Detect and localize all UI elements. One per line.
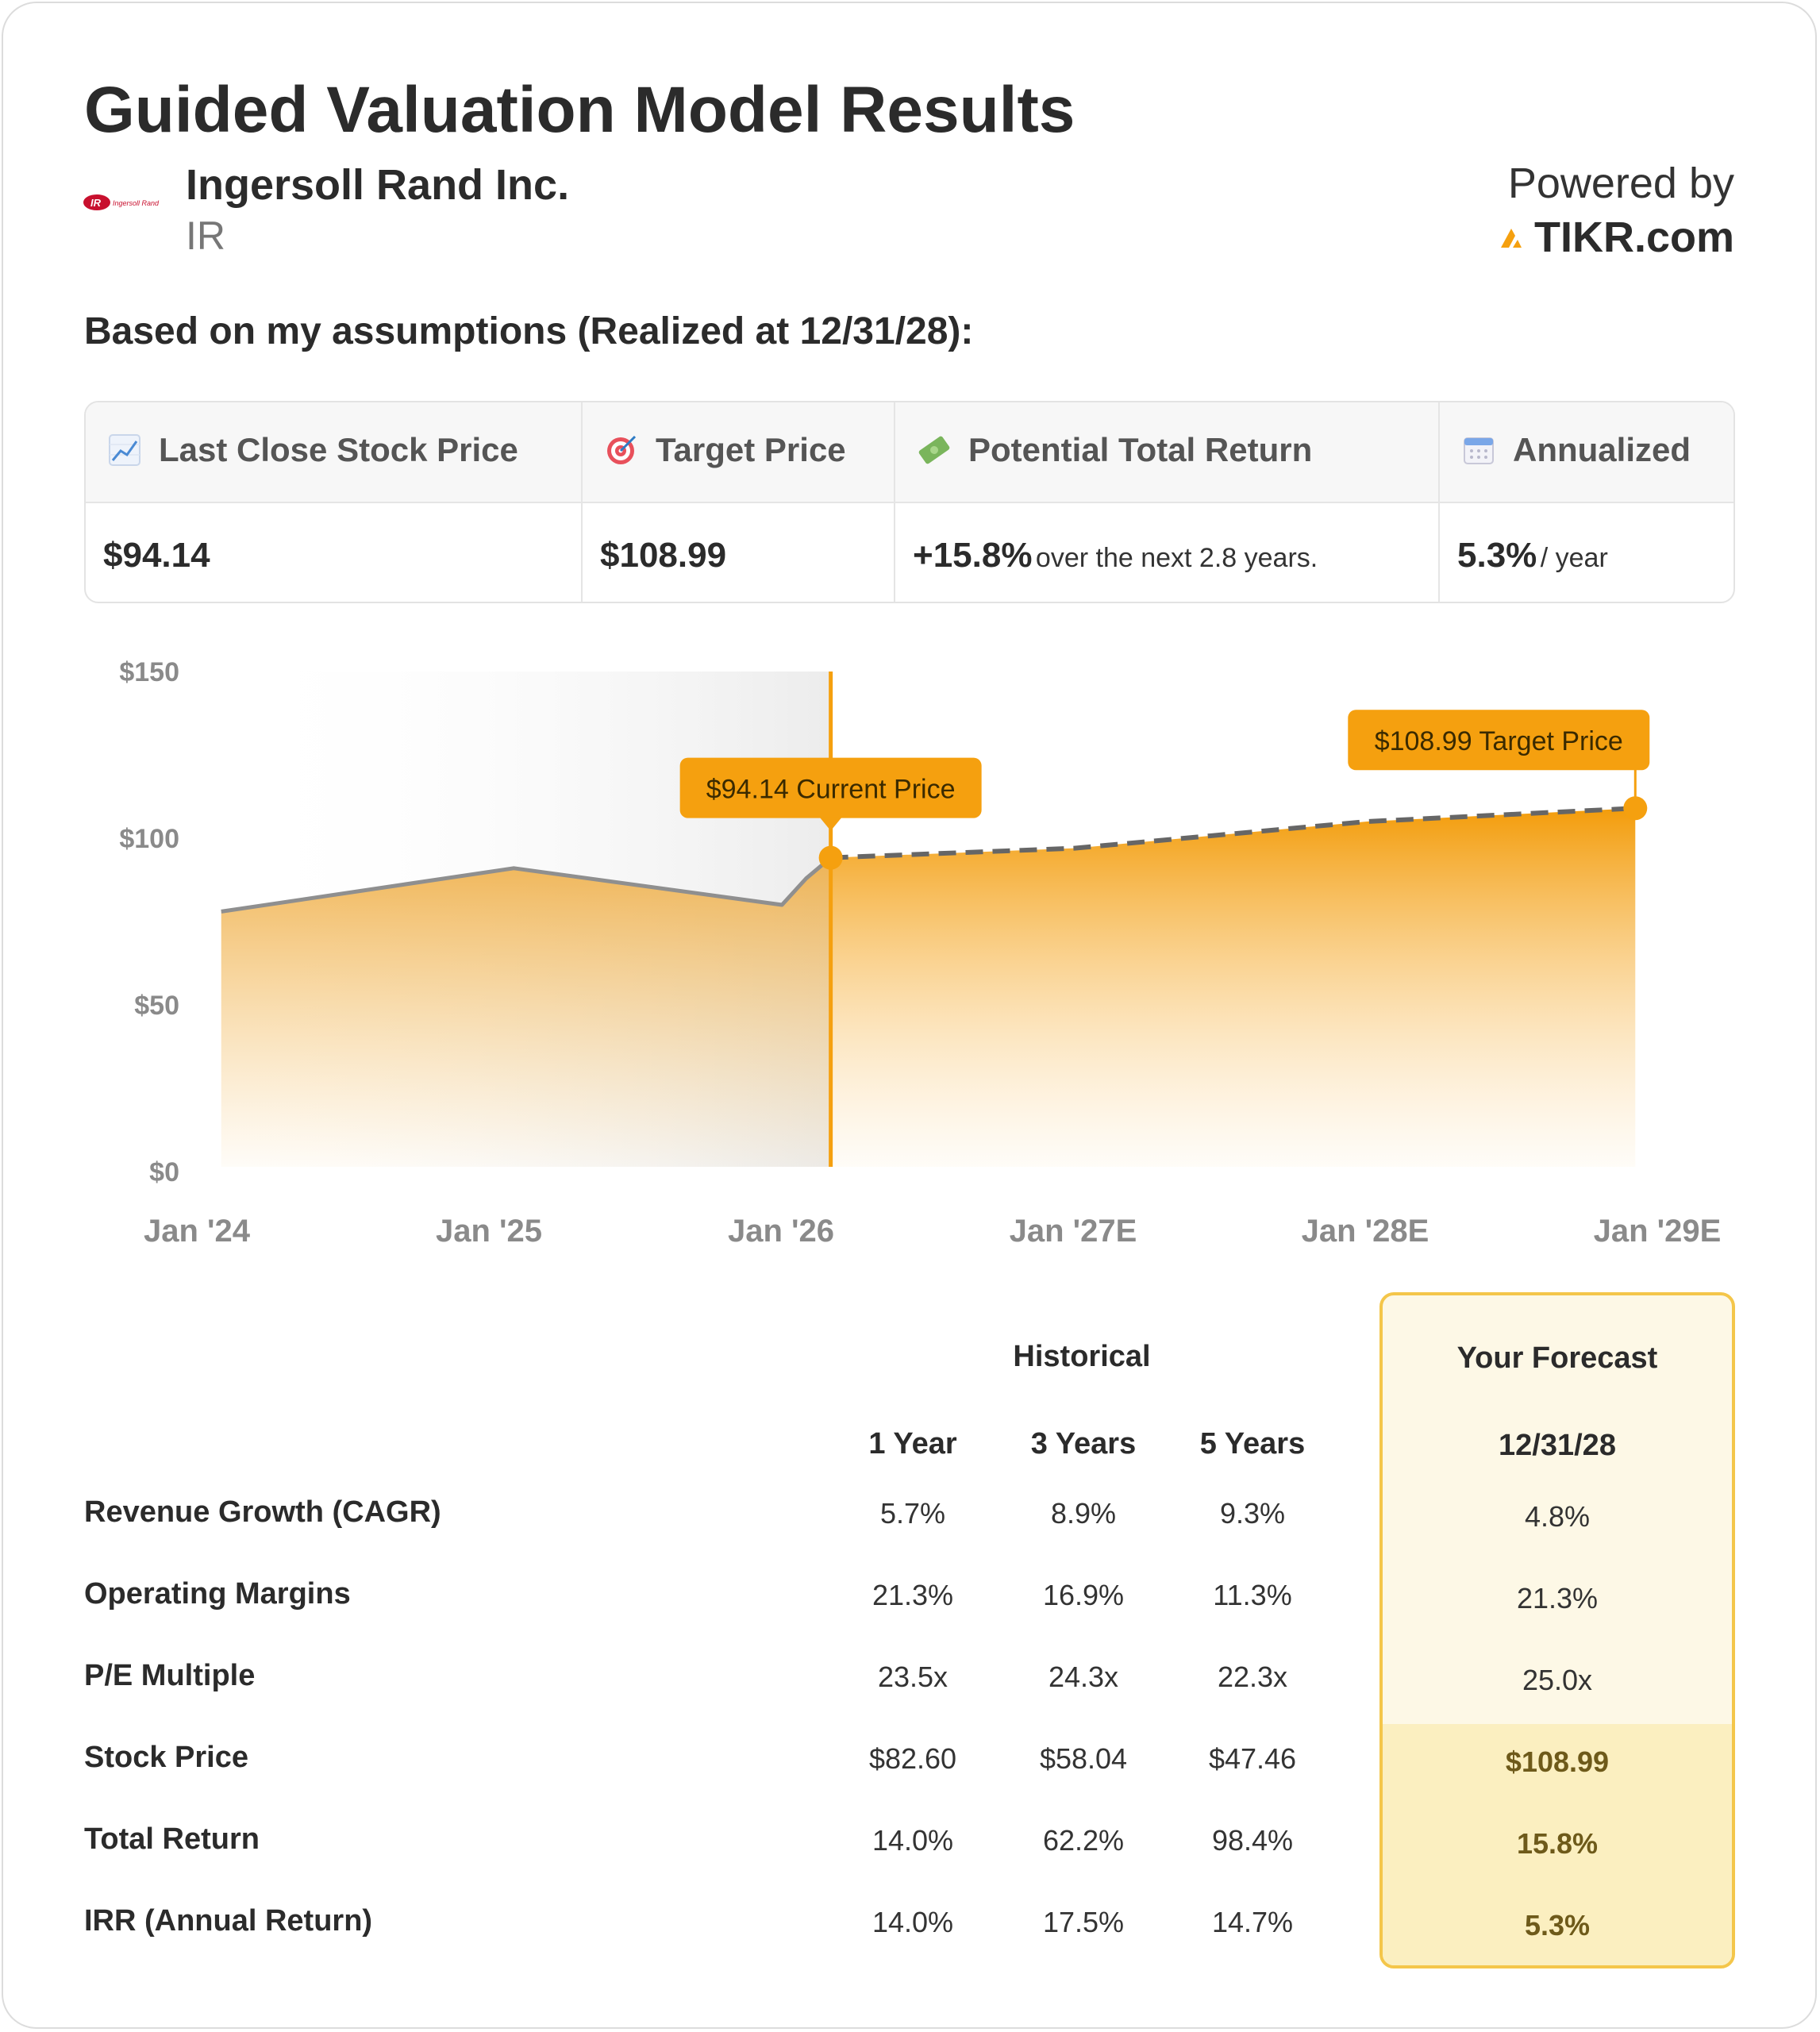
x-tick-label: Jan '25 <box>436 1214 542 1249</box>
brand-name: TIKR.com <box>1533 214 1734 261</box>
row-value-1y: 14.0% <box>872 1906 954 1938</box>
historical-title: Historical <box>1013 1340 1151 1373</box>
row-value-5y: 9.3% <box>1219 1497 1286 1530</box>
summary-col-annualized: Annualized 5.3% / year <box>1438 402 1733 602</box>
page-title: Guided Valuation Model Results <box>84 74 1075 146</box>
row-label: Total Return <box>84 1822 260 1856</box>
row-forecast: 21.3% <box>1516 1582 1599 1614</box>
period-header-1y: 1 Year <box>868 1427 957 1460</box>
metrics-table: Historical Your Forecast 1 Year 3 Years … <box>0 1286 1820 2000</box>
row-forecast: 15.8% <box>1516 1827 1599 1860</box>
x-tick-label: Jan '27E <box>1010 1214 1137 1249</box>
row-label: P/E Multiple <box>84 1659 256 1692</box>
target-price-label-bg <box>1348 710 1650 771</box>
svg-text:IR: IR <box>90 197 102 209</box>
y-tick-label: $100 <box>119 824 179 854</box>
brand-link[interactable]: TIKR.com <box>1498 213 1734 262</box>
tikr-logo-icon <box>1500 229 1522 248</box>
row-value-5y: 14.7% <box>1211 1906 1294 1938</box>
row-value-3y: 62.2% <box>1042 1824 1125 1857</box>
svg-text:Ingersoll Rand: Ingersoll Rand <box>113 199 160 207</box>
row-value-5y: 98.4% <box>1211 1824 1294 1857</box>
target-price-label: $108.99 Target Price <box>1375 726 1623 756</box>
forecast-highlight-band <box>1383 1724 1732 1965</box>
summary-col-total-return: Potential Total Return +15.8% over the n… <box>894 402 1438 602</box>
target-price-value: $108.99 <box>600 536 727 575</box>
current-price-label-pointer <box>819 817 842 831</box>
row-value-1y: 14.0% <box>872 1824 954 1857</box>
row-value-1y: 23.5x <box>877 1661 948 1693</box>
period-header-3y: 3 Years <box>1030 1427 1137 1460</box>
summary-header-total-return: Potential Total Return <box>918 431 1312 469</box>
row-value-3y: 8.9% <box>1050 1497 1117 1530</box>
row-value-5y: 11.3% <box>1213 1579 1292 1611</box>
current-price-label: $94.14 Current Price <box>706 775 956 805</box>
y-tick-label: $0 <box>149 1157 179 1187</box>
summary-header-last-close: Last Close Stock Price <box>108 431 518 469</box>
company-logo: IR Ingersoll Rand <box>83 190 167 214</box>
y-tick-label: $50 <box>134 991 179 1021</box>
price-chart: $0 $50 $100 $150 Jan '24 Jan '25 Jan '26 Jan '2… <box>119 657 1722 1249</box>
target-icon <box>607 435 637 464</box>
current-price-label-bg <box>679 757 982 818</box>
row-value-3y: $58.04 <box>1039 1742 1128 1775</box>
forecast-column-box <box>1379 1292 1735 1968</box>
assumptions-subtitle: Based on my assumptions (Realized at 12/… <box>84 310 974 352</box>
row-value-5y: $47.46 <box>1208 1742 1297 1775</box>
row-label: Revenue Growth (CAGR) <box>84 1495 441 1529</box>
period-header-5y: 5 Years <box>1199 1427 1306 1460</box>
total-return-value: +15.8% over the next 2.8 years. <box>913 536 1318 575</box>
forecast-area <box>830 808 1636 1167</box>
row-forecast: 4.8% <box>1524 1500 1591 1533</box>
row-value-3y: 17.5% <box>1042 1906 1125 1938</box>
row-label: Stock Price <box>84 1741 248 1774</box>
company-name: Ingersoll Rand Inc. <box>186 161 570 209</box>
row-forecast: 25.0x <box>1522 1664 1593 1696</box>
current-price-point <box>818 845 843 870</box>
company-ticker: IR <box>186 214 225 258</box>
summary-table: Last Close Stock Price $94.14 Target Pri… <box>84 401 1735 603</box>
historical-price-line <box>221 856 833 914</box>
x-tick-label: Jan '26 <box>728 1214 834 1249</box>
forecast-price-line <box>830 806 1636 860</box>
money-icon <box>918 436 950 464</box>
powered-by-label: Powered by <box>1507 160 1734 207</box>
row-value-1y: 21.3% <box>872 1579 954 1611</box>
summary-header-row <box>86 402 1733 503</box>
row-label: IRR (Annual Return) <box>84 1904 373 1938</box>
chart-up-icon <box>109 434 140 466</box>
historical-area <box>221 857 831 1167</box>
summary-header-annualized: Annualized <box>1462 431 1691 469</box>
row-value-3y: 16.9% <box>1042 1579 1125 1611</box>
row-value-5y: 22.3x <box>1217 1661 1288 1693</box>
row-value-3y: 24.3x <box>1048 1661 1119 1693</box>
y-tick-label: $150 <box>119 657 179 687</box>
calendar-icon <box>1464 437 1494 464</box>
forecast-date-header: 12/31/28 <box>1499 1429 1616 1462</box>
x-tick-label: Jan '28E <box>1302 1214 1429 1249</box>
summary-header-target: Target Price <box>605 431 846 469</box>
row-value-1y: 5.7% <box>879 1497 946 1530</box>
row-forecast: $108.99 <box>1505 1745 1610 1778</box>
x-tick-label: Jan '24 <box>144 1214 251 1249</box>
row-value-1y: $82.60 <box>868 1742 957 1775</box>
annualized-value: 5.3% / year <box>1457 536 1608 575</box>
forecast-title: Your Forecast <box>1456 1341 1658 1375</box>
row-forecast: 5.3% <box>1524 1909 1591 1942</box>
x-tick-label: Jan '29E <box>1594 1214 1722 1249</box>
summary-col-target: Target Price $108.99 <box>581 402 894 602</box>
row-label: Operating Margins <box>84 1577 351 1611</box>
last-close-value: $94.14 <box>103 536 210 575</box>
summary-col-last-close: Last Close Stock Price $94.14 <box>86 402 581 602</box>
target-price-point <box>1623 796 1648 821</box>
